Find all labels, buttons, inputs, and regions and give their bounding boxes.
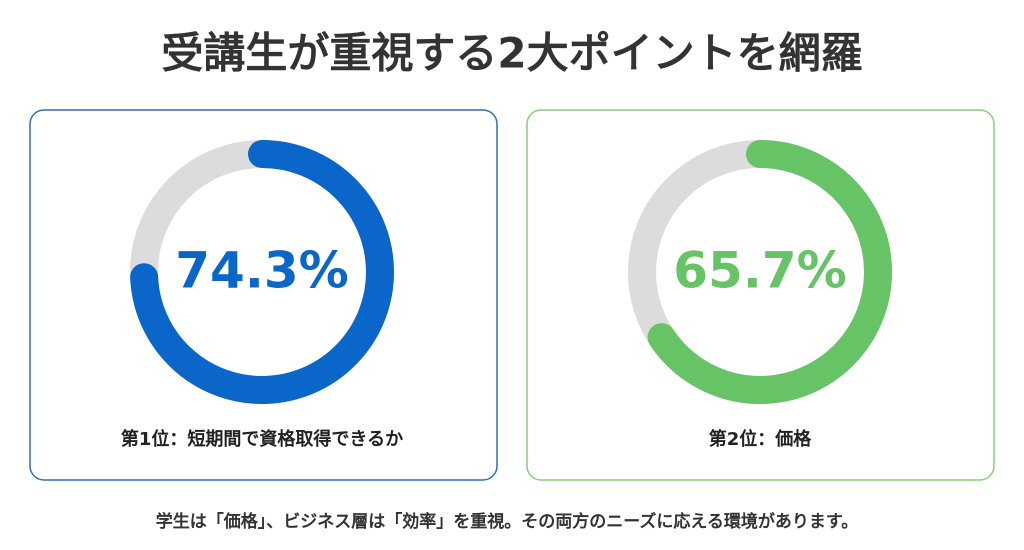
value-label: 65.7%: [673, 242, 846, 300]
card: [526, 109, 995, 481]
card: [29, 109, 498, 481]
donut-label: 第2位：価格: [709, 428, 813, 450]
donut-label: 第1位：短期間で資格取得できるか: [121, 428, 403, 450]
donut-arc: [130, 140, 394, 404]
title: 受講生が重視する2大ポイントを網羅: [161, 29, 862, 78]
value-label: 74.3%: [175, 242, 348, 300]
donut-arc: [647, 140, 892, 404]
footer-note: 学生は「価格」、ビジネス層は「効率」を重視。その両方のニーズに応える環境がありま…: [156, 511, 858, 532]
